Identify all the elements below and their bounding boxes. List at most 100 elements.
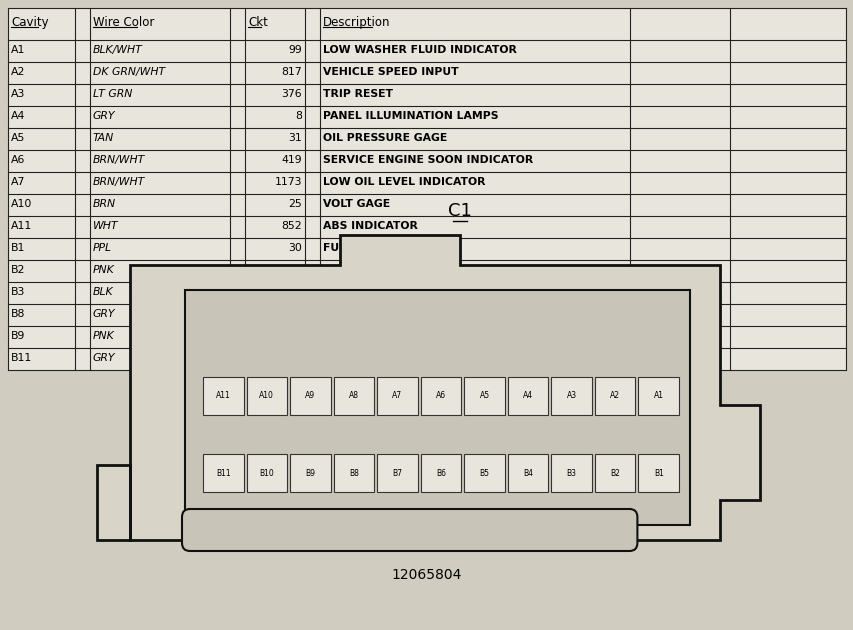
Text: B3: B3 bbox=[566, 469, 576, 478]
Text: BRN/WHT: BRN/WHT bbox=[93, 155, 145, 165]
Text: 30: 30 bbox=[287, 243, 302, 253]
Text: A11: A11 bbox=[216, 391, 230, 400]
Text: PNK: PNK bbox=[93, 331, 114, 341]
Text: GROUND: GROUND bbox=[322, 287, 376, 297]
Text: Wire Color: Wire Color bbox=[93, 16, 154, 29]
Text: B7: B7 bbox=[392, 469, 402, 478]
Bar bbox=[377, 454, 417, 492]
Text: A5: A5 bbox=[479, 391, 489, 400]
Text: B1: B1 bbox=[653, 469, 663, 478]
Text: B8: B8 bbox=[349, 469, 358, 478]
Text: A5: A5 bbox=[11, 133, 26, 143]
Bar bbox=[377, 377, 417, 415]
Text: 376: 376 bbox=[281, 89, 302, 99]
Bar bbox=[464, 377, 504, 415]
Text: Cavity: Cavity bbox=[11, 16, 49, 29]
Text: VOLT GAGE: VOLT GAGE bbox=[322, 199, 390, 209]
Text: BLK/WHT: BLK/WHT bbox=[93, 45, 142, 55]
Text: B8: B8 bbox=[11, 309, 26, 319]
Text: CHANGE OIL INDICATOR: CHANGE OIL INDICATOR bbox=[322, 331, 467, 341]
Text: TRIP RESET: TRIP RESET bbox=[322, 89, 392, 99]
Text: A1: A1 bbox=[653, 391, 663, 400]
Text: SERVICE ENGINE SOON INDICATOR: SERVICE ENGINE SOON INDICATOR bbox=[322, 155, 532, 165]
FancyBboxPatch shape bbox=[182, 509, 636, 551]
Text: A4: A4 bbox=[11, 111, 26, 121]
Text: B4: B4 bbox=[523, 469, 532, 478]
Text: 12065804: 12065804 bbox=[392, 568, 461, 582]
Text: GRY: GRY bbox=[93, 309, 115, 319]
Polygon shape bbox=[97, 235, 759, 540]
Bar bbox=[638, 377, 678, 415]
Bar bbox=[8, 8, 845, 370]
Text: B5: B5 bbox=[479, 469, 489, 478]
Text: A2: A2 bbox=[609, 391, 619, 400]
Text: 69: 69 bbox=[288, 353, 302, 363]
Bar bbox=[334, 377, 374, 415]
Text: A6: A6 bbox=[435, 391, 445, 400]
Text: A1: A1 bbox=[11, 45, 26, 55]
Text: LOW COOLANT INDICATOR: LOW COOLANT INDICATOR bbox=[322, 353, 483, 363]
Bar bbox=[464, 454, 504, 492]
Text: BLK: BLK bbox=[93, 287, 113, 297]
Text: B1: B1 bbox=[11, 243, 26, 253]
Text: 419: 419 bbox=[281, 155, 302, 165]
Text: A6: A6 bbox=[11, 155, 26, 165]
Bar bbox=[203, 454, 243, 492]
Text: A11: A11 bbox=[11, 221, 32, 231]
Text: Ckt: Ckt bbox=[247, 16, 268, 29]
Bar bbox=[247, 454, 287, 492]
Text: PNK: PNK bbox=[93, 265, 114, 275]
Text: 25: 25 bbox=[288, 199, 302, 209]
Text: 1173: 1173 bbox=[274, 177, 302, 187]
Text: A8: A8 bbox=[349, 391, 358, 400]
Text: A10: A10 bbox=[259, 391, 274, 400]
Text: 99: 99 bbox=[288, 45, 302, 55]
Bar bbox=[247, 377, 287, 415]
Text: B3: B3 bbox=[11, 287, 26, 297]
Bar bbox=[508, 454, 548, 492]
Text: A10: A10 bbox=[11, 199, 32, 209]
Text: VEHICLE SPEED INPUT: VEHICLE SPEED INPUT bbox=[322, 67, 458, 77]
Text: TAN: TAN bbox=[93, 133, 114, 143]
Text: 8: 8 bbox=[295, 111, 302, 121]
Bar bbox=[185, 290, 689, 525]
Text: OIL PRESSURE GAGE: OIL PRESSURE GAGE bbox=[322, 133, 447, 143]
Text: PPL: PPL bbox=[93, 243, 112, 253]
Text: 39: 39 bbox=[288, 265, 302, 275]
Text: IGNITION INPUT: IGNITION INPUT bbox=[322, 265, 420, 275]
Text: B9: B9 bbox=[11, 331, 26, 341]
Text: B6: B6 bbox=[436, 469, 445, 478]
Text: BRN: BRN bbox=[93, 199, 116, 209]
Text: DK GRN/WHT: DK GRN/WHT bbox=[93, 67, 165, 77]
Text: A2: A2 bbox=[11, 67, 26, 77]
Text: PANEL ILLUMINATION LAMPS: PANEL ILLUMINATION LAMPS bbox=[322, 111, 498, 121]
Text: GRY: GRY bbox=[93, 111, 115, 121]
Text: PASS KEY FAULT INDICATOR: PASS KEY FAULT INDICATOR bbox=[322, 309, 490, 319]
Text: A7: A7 bbox=[392, 391, 402, 400]
Text: 450: 450 bbox=[281, 287, 302, 297]
Text: FUEL GAGE: FUEL GAGE bbox=[322, 243, 390, 253]
Text: 1439: 1439 bbox=[274, 331, 302, 341]
Bar bbox=[551, 454, 591, 492]
Bar bbox=[290, 377, 330, 415]
Bar bbox=[638, 454, 678, 492]
Text: ABS INDICATOR: ABS INDICATOR bbox=[322, 221, 417, 231]
Text: LT GRN: LT GRN bbox=[93, 89, 132, 99]
Text: 728: 728 bbox=[281, 309, 302, 319]
Text: A3: A3 bbox=[11, 89, 26, 99]
Text: 817: 817 bbox=[281, 67, 302, 77]
Bar bbox=[551, 377, 591, 415]
Text: A9: A9 bbox=[305, 391, 315, 400]
Bar bbox=[334, 454, 374, 492]
Text: GRY: GRY bbox=[93, 353, 115, 363]
Text: C1: C1 bbox=[448, 202, 472, 220]
Bar bbox=[290, 454, 330, 492]
Bar bbox=[421, 454, 461, 492]
Bar bbox=[595, 454, 635, 492]
Text: A4: A4 bbox=[522, 391, 532, 400]
Text: LOW WASHER FLUID INDICATOR: LOW WASHER FLUID INDICATOR bbox=[322, 45, 516, 55]
Text: Description: Description bbox=[322, 16, 390, 29]
Bar bbox=[508, 377, 548, 415]
Bar bbox=[421, 377, 461, 415]
Text: BRN/WHT: BRN/WHT bbox=[93, 177, 145, 187]
